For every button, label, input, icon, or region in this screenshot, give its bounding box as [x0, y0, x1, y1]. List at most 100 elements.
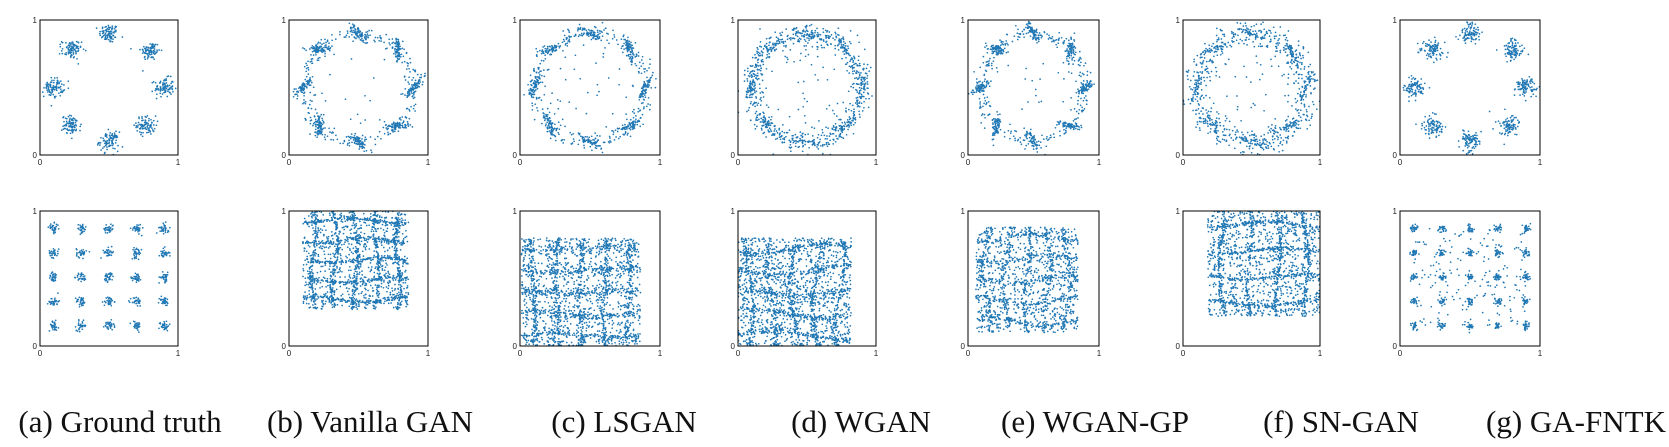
scatter-point: [145, 121, 147, 124]
scatter-point: [308, 245, 311, 248]
scatter-point: [165, 254, 168, 257]
scatter-point: [311, 284, 314, 286]
scatter-point: [106, 274, 108, 277]
scatter-point: [380, 244, 383, 247]
scatter-point: [342, 283, 345, 286]
scatter-point: [381, 223, 384, 226]
scatter-point: [376, 284, 379, 287]
scatter-point: [369, 236, 371, 239]
scatter-point: [312, 300, 315, 303]
scatter-point: [403, 287, 405, 290]
scatter-point: [107, 328, 110, 330]
scatter-point: [71, 118, 74, 121]
scatter-point: [304, 117, 307, 120]
scatter-point: [407, 278, 410, 281]
scatter-point: [355, 273, 358, 276]
scatter-point: [370, 230, 373, 233]
scatter-point: [52, 304, 55, 306]
scatter-point: [310, 46, 313, 49]
scatter-point: [389, 222, 391, 225]
scatter-point: [363, 258, 366, 261]
scatter-point: [53, 77, 56, 79]
scatter-point: [326, 39, 329, 42]
scatter-point: [397, 287, 399, 290]
scatter-point: [356, 136, 358, 139]
scatter-point: [409, 71, 411, 73]
scatter-point: [135, 228, 137, 231]
scatter-point: [313, 306, 315, 309]
scatter-point: [596, 35, 599, 38]
scatter-point: [418, 79, 421, 82]
scatter-point: [150, 53, 153, 56]
scatter-point: [397, 235, 400, 238]
scatter-point: [394, 287, 397, 290]
scatter-point: [319, 115, 321, 118]
scatter-point: [99, 144, 101, 146]
scatter-point: [357, 239, 359, 242]
scatter-point: [153, 127, 156, 130]
scatter-point: [378, 222, 381, 224]
scatter-point: [396, 224, 398, 227]
scatter-point: [346, 30, 349, 32]
scatter-point: [164, 327, 167, 330]
scatter-point: [77, 324, 80, 327]
scatter-point: [386, 249, 389, 252]
scatter-point: [76, 276, 79, 278]
scatter-point: [329, 291, 332, 293]
scatter-point: [324, 52, 326, 55]
scatter-point: [401, 61, 404, 64]
scatter-point: [379, 34, 381, 37]
scatter-point: [395, 37, 397, 40]
scatter-point: [53, 322, 56, 324]
scatter-point: [164, 229, 167, 232]
scatter-point: [328, 49, 331, 52]
scatter-point: [351, 282, 353, 284]
scatter-point: [131, 279, 134, 282]
scatter-point: [314, 226, 317, 228]
scatter-point: [162, 222, 165, 225]
scatter-point: [372, 77, 375, 79]
scatter-point: [320, 247, 323, 250]
scatter-point: [331, 287, 334, 289]
scatter-point: [142, 70, 144, 72]
scatter-point: [374, 267, 377, 270]
scatter-point: [637, 70, 640, 73]
scatter-point: [358, 273, 360, 276]
scatter-point: [160, 250, 162, 253]
scatter-point: [315, 244, 318, 247]
scatter-point: [330, 294, 333, 297]
scatter-point: [139, 300, 141, 302]
scatter-point: [140, 133, 142, 136]
scatter-point: [316, 298, 318, 300]
scatter-point: [397, 45, 400, 48]
scatter-point: [47, 226, 50, 228]
scatter-point: [384, 250, 386, 253]
scatter-point: [585, 29, 588, 32]
scatter-point: [166, 95, 169, 98]
scatter-point: [371, 238, 374, 241]
scatter-point: [65, 42, 67, 44]
scatter-point: [346, 301, 348, 303]
scatter-point: [335, 260, 338, 262]
scatter-point: [302, 89, 305, 92]
scatter-point: [42, 95, 45, 98]
scatter-point: [372, 256, 375, 259]
scatter-point: [311, 57, 314, 60]
scatter-point: [132, 320, 135, 323]
scatter-point: [377, 246, 379, 249]
scatter-point: [317, 48, 320, 51]
scatter-point: [414, 83, 417, 86]
scatter-point: [309, 295, 312, 298]
scatter-point: [385, 216, 388, 219]
scatter-point: [53, 298, 56, 301]
scatter-point: [112, 147, 114, 150]
scatter-point: [373, 301, 376, 304]
scatter-point: [407, 263, 409, 265]
scatter-point: [389, 276, 391, 279]
scatter-point: [380, 240, 383, 242]
scatter-point: [104, 231, 107, 234]
scatter-point: [161, 271, 164, 273]
scatter-point: [342, 281, 345, 284]
scatter-point: [599, 32, 601, 35]
scatter-point: [309, 91, 312, 94]
